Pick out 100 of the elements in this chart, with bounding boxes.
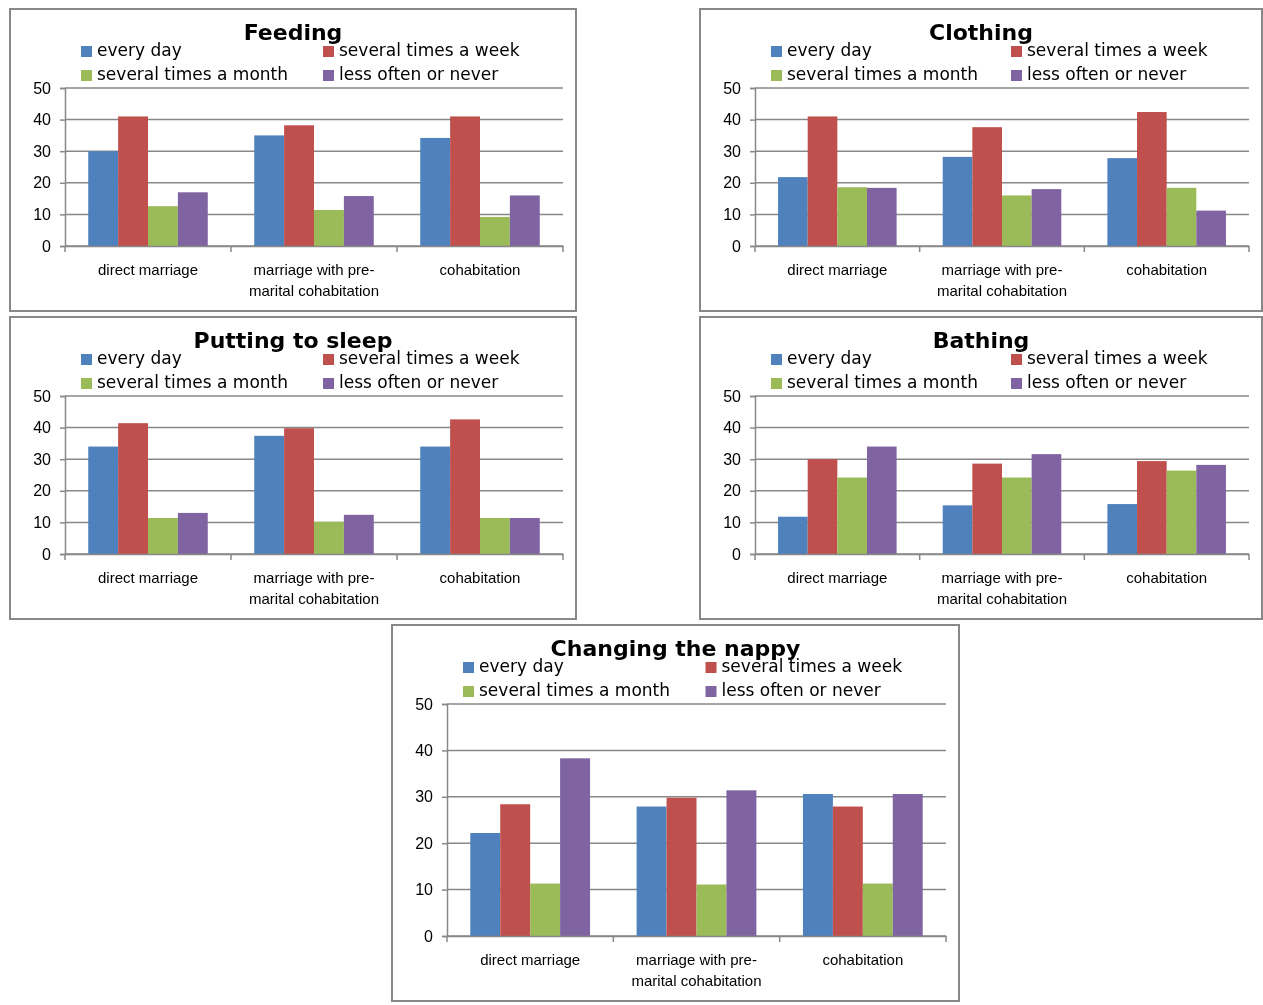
- y-tick-label: 30: [723, 142, 742, 160]
- bar: [314, 521, 344, 554]
- bar: [88, 151, 119, 246]
- bar: [1137, 112, 1167, 246]
- legend-label: several times a month: [479, 680, 671, 700]
- legend-label: several times a month: [787, 64, 979, 84]
- bar: [118, 116, 148, 246]
- bar: [1002, 477, 1032, 554]
- y-tick-label: 40: [415, 742, 434, 760]
- legend-label: several times a month: [97, 372, 289, 392]
- legend-label: less often or never: [1027, 64, 1187, 84]
- bar: [666, 797, 697, 936]
- bar: [1196, 210, 1226, 246]
- y-tick-label: 50: [723, 387, 742, 405]
- y-tick-label: 10: [33, 206, 52, 224]
- bar: [118, 423, 148, 554]
- bar: [560, 758, 591, 936]
- bar: [778, 177, 808, 246]
- legend-label: every day: [97, 40, 182, 60]
- y-tick-label: 20: [415, 834, 434, 852]
- bar: [284, 125, 314, 246]
- y-tick-label: 50: [33, 79, 52, 97]
- x-tick-label: direct marriage: [97, 568, 199, 586]
- x-tick-label: direct marriage: [787, 568, 888, 586]
- bar: [530, 883, 561, 936]
- bar: [866, 446, 897, 554]
- y-tick-label: 40: [33, 419, 52, 437]
- bar: [470, 832, 501, 936]
- bar: [942, 156, 973, 246]
- y-tick-label: 20: [723, 482, 742, 500]
- x-tick-label: marriage with pre-marital cohabitation: [248, 260, 380, 300]
- bar: [807, 116, 838, 246]
- y-tick-label: 0: [42, 237, 52, 255]
- x-tick-label: direct marriage: [97, 260, 199, 278]
- bar: [148, 517, 178, 554]
- bar: [500, 804, 531, 936]
- bar: [972, 463, 1002, 554]
- y-tick-label: 50: [723, 79, 742, 97]
- bar: [1002, 195, 1032, 246]
- legend-label: several times a month: [787, 372, 979, 392]
- bar: [148, 206, 178, 246]
- x-tick-label: direct marriage: [480, 950, 581, 968]
- bar: [866, 187, 897, 246]
- x-tick-label: marriage with pre-marital cohabitation: [248, 568, 380, 608]
- legend-label: several times a month: [97, 64, 289, 84]
- bar: [1166, 187, 1197, 246]
- y-tick-label: 30: [33, 142, 52, 160]
- legend-label: every day: [787, 348, 872, 368]
- y-tick-label: 10: [415, 881, 434, 899]
- x-tick-label: cohabitation: [439, 260, 521, 278]
- legend-label: every day: [97, 348, 182, 368]
- y-tick-label: 40: [723, 111, 742, 129]
- x-tick-label: marriage with pre-marital cohabitation: [631, 950, 762, 990]
- bar: [88, 446, 119, 554]
- x-tick-label: marriage with pre-marital cohabitation: [936, 568, 1068, 608]
- x-tick-label: cohabitation: [439, 568, 521, 586]
- bar: [636, 806, 667, 936]
- x-tick-label: direct marriage: [787, 260, 888, 278]
- bar: [177, 192, 208, 246]
- y-tick-label: 20: [33, 174, 52, 192]
- y-tick-label: 0: [424, 927, 434, 945]
- y-tick-label: 30: [415, 788, 434, 806]
- y-tick-label: 40: [33, 111, 52, 129]
- bar: [778, 516, 808, 554]
- y-tick-label: 50: [415, 695, 434, 713]
- y-tick-label: 0: [42, 545, 52, 563]
- bar: [509, 195, 540, 246]
- y-tick-label: 20: [723, 174, 742, 192]
- bar: [1107, 504, 1138, 554]
- bar: [1166, 470, 1197, 554]
- bar: [1031, 454, 1062, 554]
- x-tick-label: marriage with pre-marital cohabitation: [936, 260, 1068, 300]
- bar: [837, 477, 867, 554]
- legend-label: less often or never: [339, 372, 499, 392]
- bar: [802, 794, 833, 936]
- bar: [726, 790, 757, 936]
- bar: [450, 116, 480, 246]
- bar: [862, 883, 893, 936]
- bar: [509, 517, 540, 554]
- bar: [254, 435, 285, 554]
- bar: [254, 135, 285, 246]
- legend-label: less often or never: [721, 680, 881, 700]
- y-tick-label: 0: [732, 545, 742, 563]
- y-tick-label: 40: [723, 419, 742, 437]
- bar: [314, 209, 344, 246]
- legend-label: every day: [787, 40, 872, 60]
- bar: [480, 216, 510, 246]
- bar: [284, 428, 314, 554]
- bar: [343, 514, 374, 554]
- y-tick-label: 10: [723, 206, 742, 224]
- bar: [1031, 189, 1062, 246]
- y-tick-label: 10: [723, 514, 742, 532]
- y-tick-label: 30: [33, 450, 52, 468]
- bar: [1137, 461, 1167, 554]
- chart-title: Bathing: [932, 328, 1030, 353]
- legend-label: less often or never: [1027, 372, 1187, 392]
- legend-label: several times a week: [1027, 348, 1208, 368]
- bar: [343, 196, 374, 246]
- bar: [832, 806, 863, 936]
- bar: [696, 884, 727, 936]
